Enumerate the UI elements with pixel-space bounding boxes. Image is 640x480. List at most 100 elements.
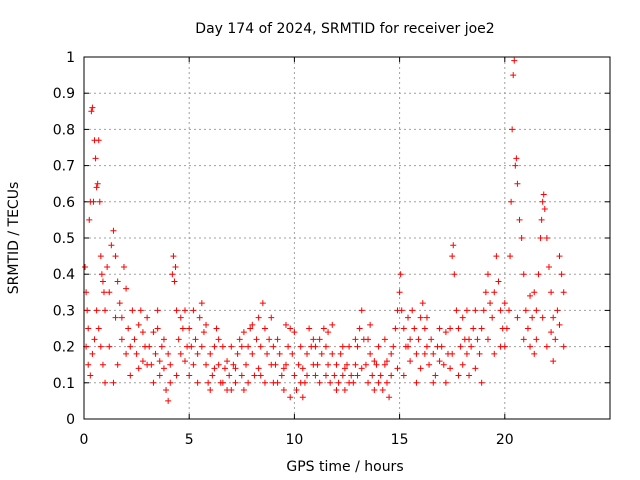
- data-point: [400, 372, 407, 379]
- data-point: [316, 336, 323, 343]
- data-point: [417, 365, 424, 372]
- data-point: [383, 358, 390, 365]
- data-point: [169, 271, 176, 278]
- data-point: [524, 325, 531, 332]
- data-point: [325, 329, 332, 336]
- y-tick-label: 0.1: [53, 376, 75, 392]
- data-point: [373, 361, 380, 368]
- y-tick-label: 0.3: [53, 303, 75, 319]
- data-point: [238, 343, 245, 350]
- data-point: [398, 307, 405, 314]
- data-point: [203, 361, 210, 368]
- data-point: [287, 325, 294, 332]
- data-point: [535, 271, 542, 278]
- data-point: [137, 307, 144, 314]
- data-point: [215, 336, 222, 343]
- data-point: [88, 108, 95, 115]
- data-point: [238, 372, 245, 379]
- data-point: [247, 325, 254, 332]
- data-point: [405, 314, 412, 321]
- data-point: [181, 307, 188, 314]
- data-point: [329, 350, 336, 357]
- data-point: [407, 336, 414, 343]
- data-point: [463, 307, 470, 314]
- data-point: [365, 379, 372, 386]
- data-point: [261, 379, 268, 386]
- data-point: [397, 271, 404, 278]
- data-point: [436, 325, 443, 332]
- data-point: [167, 361, 174, 368]
- data-point: [188, 343, 195, 350]
- data-point: [472, 365, 479, 372]
- data-point: [150, 379, 157, 386]
- data-point: [148, 361, 155, 368]
- data-point: [339, 372, 346, 379]
- data-point: [522, 307, 529, 314]
- data-point: [171, 278, 178, 285]
- y-tick-label: 0: [66, 412, 75, 428]
- data-point: [274, 336, 281, 343]
- data-point: [179, 325, 186, 332]
- data-point: [97, 253, 104, 260]
- data-point: [255, 314, 262, 321]
- data-point: [436, 358, 443, 365]
- data-point: [106, 343, 113, 350]
- data-point: [388, 350, 395, 357]
- data-point: [320, 325, 327, 332]
- data-point: [365, 336, 372, 343]
- data-point: [413, 350, 420, 357]
- data-point: [165, 350, 172, 357]
- data-point: [558, 271, 565, 278]
- data-point: [245, 379, 252, 386]
- data-point: [369, 372, 376, 379]
- data-point: [205, 379, 212, 386]
- data-point: [540, 191, 547, 198]
- data-point: [133, 350, 140, 357]
- data-point: [114, 278, 121, 285]
- data-point: [554, 307, 561, 314]
- data-point: [552, 336, 559, 343]
- data-point: [421, 350, 428, 357]
- data-point: [167, 379, 174, 386]
- data-point: [282, 361, 289, 368]
- data-point: [426, 361, 433, 368]
- data-point: [487, 300, 494, 307]
- x-tick-label: 10: [285, 432, 303, 448]
- data-point: [396, 289, 403, 296]
- data-point: [276, 350, 283, 357]
- data-point: [423, 314, 430, 321]
- data-point: [527, 292, 534, 299]
- data-point: [516, 216, 523, 223]
- axis-ticks: 00.10.20.30.40.50.60.70.80.910 5 10 15 20: [53, 50, 610, 448]
- data-point: [503, 325, 510, 332]
- data-point: [457, 343, 464, 350]
- y-tick-label: 1: [66, 50, 75, 66]
- data-point: [99, 278, 106, 285]
- y-tick-label: 0.9: [53, 86, 75, 102]
- data-point: [293, 387, 300, 394]
- data-point: [99, 361, 106, 368]
- data-point: [306, 325, 313, 332]
- data-point: [90, 198, 97, 205]
- data-point: [232, 379, 239, 386]
- data-point: [548, 289, 555, 296]
- data-point: [234, 350, 241, 357]
- data-point: [102, 379, 109, 386]
- data-point: [177, 314, 184, 321]
- data-point: [84, 307, 91, 314]
- data-point: [203, 321, 210, 328]
- plot-frame: [83, 56, 611, 420]
- y-tick-label: 0.4: [53, 267, 75, 283]
- data-point: [139, 358, 146, 365]
- data-point: [261, 325, 268, 332]
- data-point: [400, 325, 407, 332]
- data-point: [510, 72, 517, 79]
- data-point: [211, 365, 218, 372]
- data-point: [224, 358, 231, 365]
- data-point: [371, 387, 378, 394]
- data-point: [497, 307, 504, 314]
- data-point: [550, 358, 557, 365]
- data-point: [310, 336, 317, 343]
- data-point: [200, 329, 207, 336]
- data-point: [106, 289, 113, 296]
